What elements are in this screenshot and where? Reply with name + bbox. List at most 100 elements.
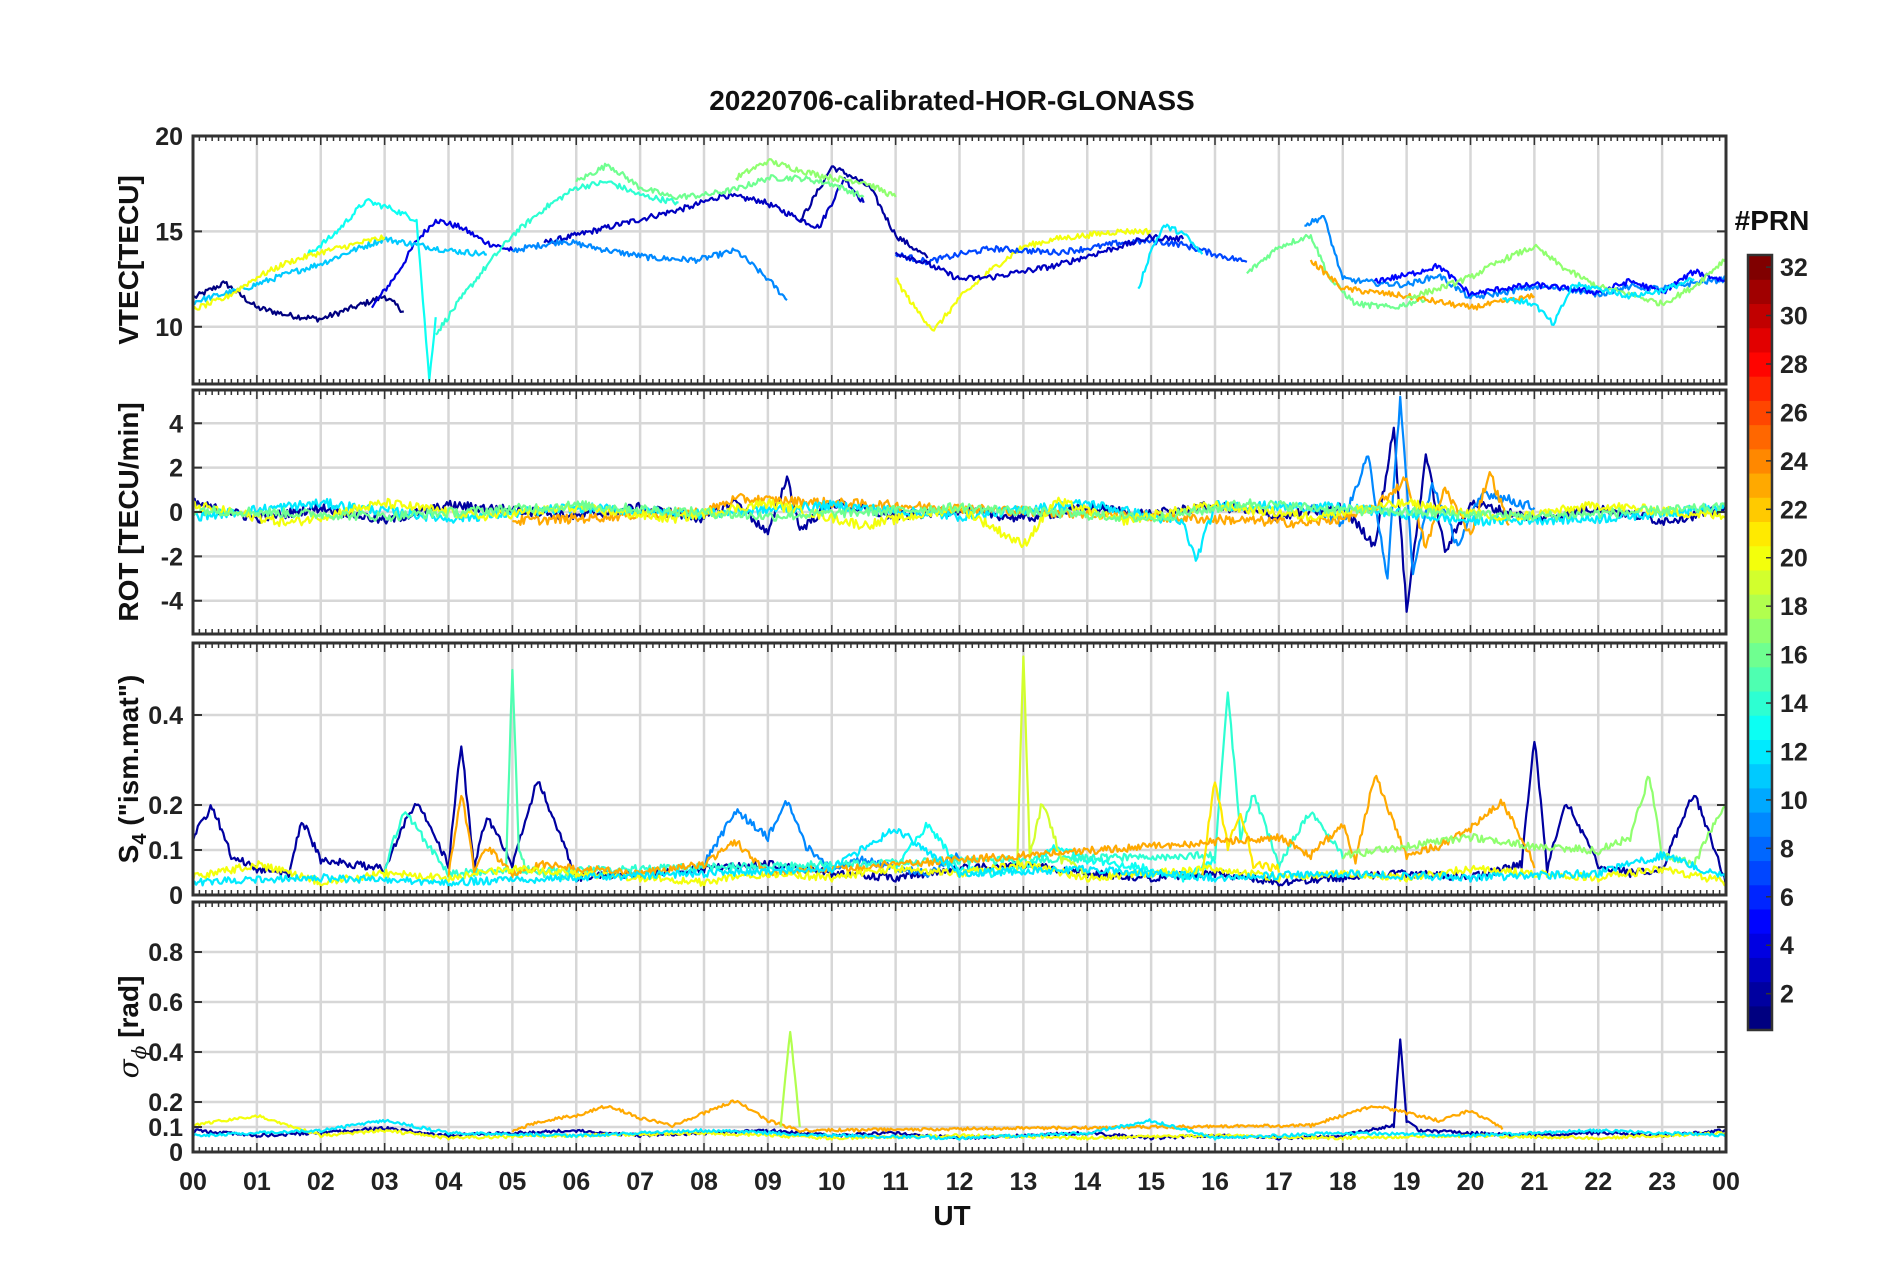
x-tick-label: 20: [1457, 1168, 1485, 1196]
series-line-prn-3: [543, 176, 865, 245]
colorbar-segment: [1748, 715, 1772, 740]
series-line-prn-13: [306, 198, 437, 382]
x-tick-label: 11: [882, 1168, 909, 1196]
colorbar-segment: [1748, 569, 1772, 595]
colorbar-segment: [1748, 376, 1772, 401]
series-group: [193, 158, 1726, 382]
y-tick-label: -4: [161, 588, 183, 616]
x-axis-label: UT: [933, 1200, 970, 1231]
colorbar-segment: [1748, 860, 1772, 886]
x-tick-label: 03: [371, 1168, 399, 1196]
x-tick-label: 16: [1201, 1168, 1229, 1196]
series-line-prn-17: [735, 158, 897, 198]
series-line-prn-17: [1405, 243, 1726, 307]
colorbar-segment: [1748, 763, 1772, 789]
colorbar-tick-label: 28: [1780, 351, 1808, 379]
series-line-prn-1: [193, 280, 404, 323]
x-tick-label: 17: [1265, 1168, 1293, 1196]
x-tick-label: 12: [946, 1168, 974, 1196]
x-tick-label: 14: [1073, 1168, 1101, 1196]
x-tick-label: 08: [690, 1168, 718, 1196]
colorbar-tick-label: 10: [1780, 787, 1808, 815]
x-tick-label: 19: [1393, 1168, 1421, 1196]
y-tick-label: 0: [169, 1139, 183, 1167]
colorbar-segment: [1748, 618, 1772, 644]
x-tick-label: 22: [1584, 1168, 1612, 1196]
y-tick-label: 20: [155, 123, 183, 151]
colorbar-title: #PRN: [1735, 205, 1810, 236]
x-tick-label: 00: [179, 1168, 207, 1196]
panel-sigma_phi: 00.10.2 0.4 0.6 0.8 σϕ [rad]: [112, 900, 1728, 1167]
series-line-prn-9: [1304, 215, 1726, 300]
y-tick-label: 0.1: [148, 837, 183, 865]
y-tick-label: 0.2: [148, 792, 183, 820]
colorbar-segment: [1748, 327, 1772, 353]
x-tick-label: 00: [1712, 1168, 1740, 1196]
chart-title: 20220706-calibrated-HOR-GLONASS: [709, 85, 1195, 116]
panel-rot: -4 -2 0 2 4 ROT [TECU/min]: [113, 388, 1728, 636]
series-line-prn-18: [779, 1030, 801, 1128]
x-tick-label: 10: [818, 1168, 846, 1196]
colorbar-tick-label: 22: [1780, 496, 1808, 524]
y-tick-label: 0.8: [148, 939, 183, 967]
y-tick-label: 4: [169, 410, 183, 438]
series-line-prn-23: [512, 471, 1510, 549]
x-tick-label: 04: [435, 1168, 463, 1196]
y-axis-label: S4 ("ism.mat"): [113, 675, 151, 864]
colorbar-tick-label: 32: [1780, 254, 1808, 282]
colorbar-tick-label: 4: [1780, 932, 1794, 960]
colorbar-segment: [1748, 908, 1772, 934]
colorbar-tick-label: 18: [1780, 593, 1808, 621]
x-tick-label: 02: [307, 1168, 335, 1196]
colorbar-tick-label: 8: [1780, 835, 1794, 863]
y-tick-label: 10: [155, 314, 183, 342]
colorbar-tick-label: 2: [1780, 981, 1794, 1009]
y-tick-label: 2: [169, 455, 183, 483]
colorbar-tick-label: 16: [1780, 642, 1808, 670]
y-tick-label: 0.4: [148, 702, 183, 730]
colorbar-segment: [1748, 521, 1772, 547]
series-line-prn-12: [193, 1118, 1726, 1141]
x-tick-label: 23: [1648, 1168, 1676, 1196]
series-line-prn-16: [193, 498, 1726, 523]
series-line-prn-12: [1137, 223, 1204, 290]
series-line-prn-23: [511, 1099, 1504, 1134]
x-tick-label: 15: [1137, 1168, 1165, 1196]
panel-s4: 0 0.1 0.2 0.4S4 ("ism.mat"): [113, 641, 1728, 910]
y-axis-label: σϕ [rad]: [112, 976, 151, 1079]
series-line-prn-3: [894, 233, 1185, 282]
series-line-prn-16: [575, 162, 865, 201]
x-tick-label: 09: [754, 1168, 782, 1196]
series-line-prn-7: [894, 237, 1248, 266]
y-tick-label: 0.1: [148, 1114, 183, 1142]
y-axis-label: VTEC[TECU]: [113, 175, 144, 345]
colorbar-segment: [1748, 812, 1772, 837]
y-tick-label: 0.2: [148, 1089, 183, 1117]
series-group: [193, 395, 1726, 613]
series-group: [193, 1030, 1726, 1141]
series-line-prn-2: [799, 165, 929, 259]
x-tick-label: 07: [626, 1168, 654, 1196]
x-tick-label: 18: [1329, 1168, 1357, 1196]
colorbar-frame: [1746, 253, 1774, 1032]
x-tick-label: 01: [243, 1168, 271, 1196]
y-tick-label: 0: [169, 882, 183, 910]
panel-vtec: 10 15 20 VTEC[TECU]: [113, 123, 1728, 386]
colorbar-segment: [1748, 957, 1772, 983]
colorbar-segment: [1748, 666, 1772, 692]
series-line-prn-23: [1309, 259, 1535, 311]
colorbar-tick-label: 20: [1780, 545, 1808, 573]
y-tick-label: 0: [169, 499, 183, 527]
x-axis-tick-labels: 00 01 02 03 04 05 06 07 08 09 10 11 12 13 14 15 16 17 18 19…: [179, 1168, 1740, 1196]
y-tick-label: -2: [161, 543, 183, 571]
colorbar-tick-label: 14: [1780, 690, 1808, 718]
y-tick-label: 15: [155, 218, 183, 246]
x-tick-label: 21: [1520, 1168, 1548, 1196]
colorbar-tick-label: 30: [1780, 303, 1808, 331]
y-axis-label: ROT [TECU/min]: [113, 402, 144, 621]
series-line-prn-20: [193, 234, 386, 311]
colorbar-segment: [1748, 424, 1772, 450]
